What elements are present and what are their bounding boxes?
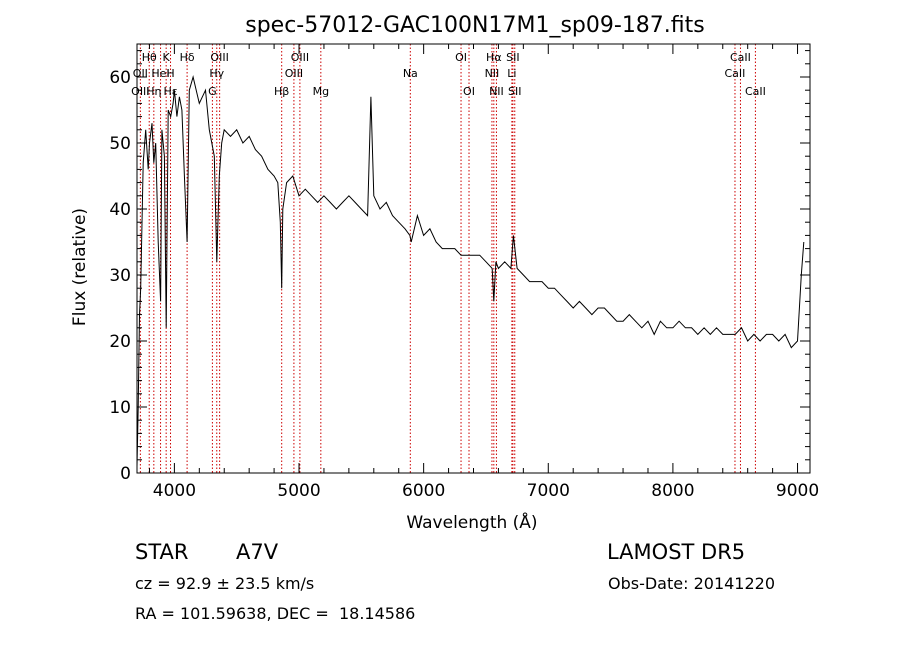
obs-date: Obs-Date: 20141220 bbox=[608, 574, 776, 593]
line-label: NII bbox=[485, 67, 500, 80]
line-label: CaII bbox=[745, 85, 766, 98]
line-label: OI bbox=[455, 51, 467, 64]
spectrum-line bbox=[136, 75, 805, 467]
line-label: HeI bbox=[151, 67, 169, 80]
x-tick-label: 9000 bbox=[776, 481, 819, 501]
redshift-text: cz = 92.9 ± 23.5 km/s bbox=[135, 574, 315, 593]
x-tick-label: 7000 bbox=[527, 481, 570, 501]
object-subclass: A7V bbox=[236, 540, 279, 564]
coordinates: RA = 101.59638, DEC = 18.14586 bbox=[135, 604, 416, 623]
y-axis-ticks: 0 10 20 30 40 50 60 bbox=[109, 50, 810, 484]
line-label: SII bbox=[508, 85, 521, 98]
line-label: NII bbox=[489, 85, 504, 98]
line-label: CaII bbox=[730, 51, 751, 64]
line-label: OIII bbox=[210, 51, 228, 64]
line-label: OIII bbox=[131, 85, 149, 98]
chart-title: spec-57012-GAC100N17M1_sp09-187.fits bbox=[245, 13, 705, 38]
x-tick-label: 5000 bbox=[277, 481, 320, 501]
line-label: Hθ bbox=[142, 51, 157, 64]
line-label: Hε bbox=[164, 85, 178, 98]
line-label: K bbox=[163, 51, 171, 64]
line-label: SII bbox=[506, 51, 519, 64]
y-tick-label: 30 bbox=[109, 266, 131, 286]
line-label: Hη bbox=[146, 85, 161, 98]
line-label: CaII bbox=[725, 67, 746, 80]
y-tick-label: 60 bbox=[109, 68, 131, 88]
line-label: OI bbox=[463, 85, 475, 98]
line-label: Hα bbox=[486, 51, 502, 64]
y-tick-label: 0 bbox=[120, 464, 131, 484]
plot-frame bbox=[136, 43, 811, 474]
line-label: H bbox=[166, 67, 174, 80]
x-axis-ticks: 4000 5000 6000 7000 8000 9000 bbox=[148, 44, 819, 501]
line-label: OIII bbox=[285, 67, 303, 80]
line-label: Li bbox=[507, 67, 516, 80]
line-label: G bbox=[208, 85, 217, 98]
y-tick-label: 50 bbox=[109, 134, 131, 154]
line-label: Hβ bbox=[274, 85, 289, 98]
x-tick-label: 4000 bbox=[153, 481, 196, 501]
line-label: Mg bbox=[313, 85, 329, 98]
y-tick-label: 20 bbox=[109, 332, 131, 352]
object-class: STAR bbox=[135, 540, 189, 564]
y-tick-label: 10 bbox=[109, 398, 131, 418]
x-tick-label: 8000 bbox=[651, 481, 694, 501]
line-label: OIII bbox=[291, 51, 309, 64]
x-axis-label: Wavelength (Å) bbox=[406, 511, 537, 533]
y-tick-label: 40 bbox=[109, 200, 131, 220]
line-label: Na bbox=[403, 67, 418, 80]
line-markers bbox=[139, 44, 756, 473]
x-tick-label: 6000 bbox=[402, 481, 445, 501]
line-label: Hδ bbox=[180, 51, 195, 64]
line-label: Hγ bbox=[209, 67, 224, 80]
y-axis-label: Flux (relative) bbox=[70, 208, 90, 326]
survey-name: LAMOST DR5 bbox=[607, 540, 746, 564]
line-label: OII bbox=[133, 67, 148, 80]
